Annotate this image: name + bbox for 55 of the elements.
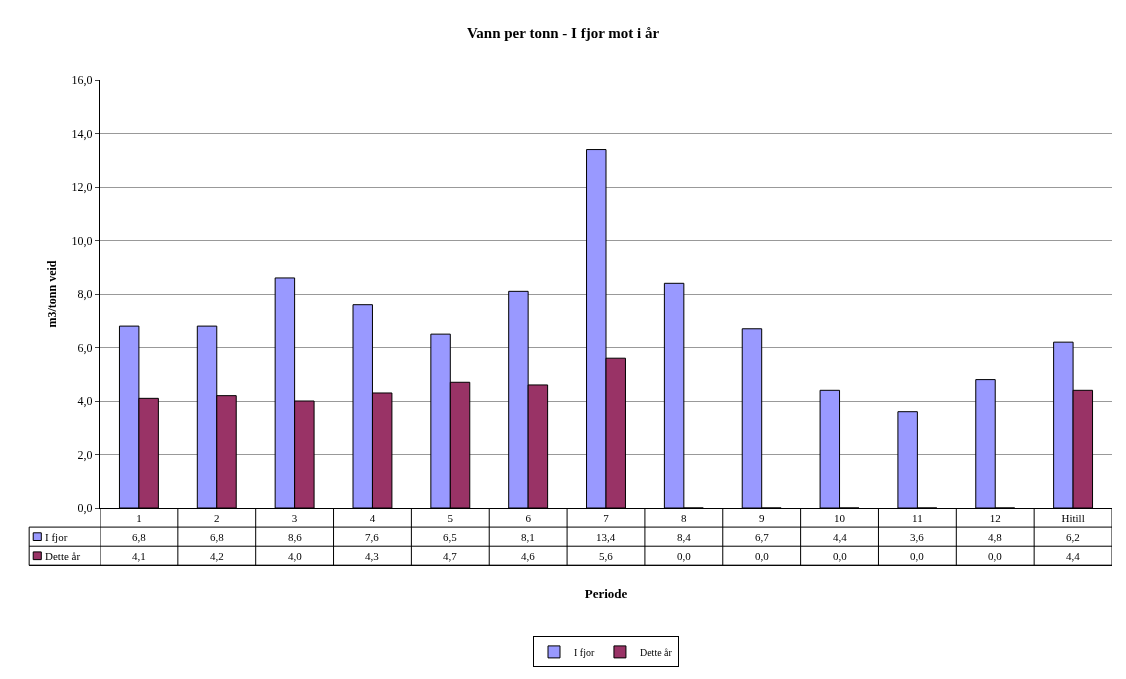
- data-label: 13,4: [596, 531, 616, 543]
- legend-label: Dette år: [45, 550, 81, 562]
- y-tick-label: 10,0: [71, 233, 93, 248]
- data-label: 4,3: [365, 550, 380, 562]
- chart-title: Vann per tonn - I fjor mot i år: [466, 24, 660, 41]
- data-label: 6,8: [132, 531, 147, 543]
- data-label: 6,5: [443, 531, 458, 543]
- y-tick-label: 8,0: [77, 287, 93, 302]
- data-label: 0,0: [677, 550, 692, 562]
- data-label: 8,4: [677, 531, 692, 543]
- x-axis-title: Periode: [584, 585, 628, 601]
- data-label: 4,2: [210, 550, 224, 562]
- data-label: 4,8: [988, 531, 1003, 543]
- text: Dette år: [639, 646, 672, 658]
- data-label: 4,7: [443, 550, 458, 562]
- x-tick-label: 4: [369, 512, 376, 525]
- data-label: 3,6: [910, 531, 925, 543]
- data-label: 8,6: [288, 531, 303, 543]
- x-tick-label: 2: [214, 512, 220, 525]
- data-label: 4,1: [132, 550, 146, 562]
- y-tick-label: 0,0: [77, 501, 93, 516]
- data-label: 0,0: [755, 550, 770, 562]
- data-label: 4,6: [521, 550, 536, 562]
- data-label: 6,2: [1066, 531, 1080, 543]
- x-tick-label: 8: [681, 512, 688, 525]
- data-label: 7,6: [365, 531, 380, 543]
- y-tick-label: 4,0: [77, 394, 93, 409]
- x-tick-label: 1: [136, 512, 142, 525]
- y-tick-label: 2,0: [77, 447, 93, 462]
- x-tick-label: 10: [834, 512, 846, 525]
- y-tick-label: 14,0: [71, 126, 93, 141]
- data-label: 0,0: [988, 550, 1003, 562]
- data-label: 5,6: [599, 550, 614, 562]
- data-label: 4,4: [833, 531, 848, 543]
- x-tick-label: 7: [603, 512, 610, 525]
- x-tick-label: 12: [989, 512, 1001, 525]
- y-tick-label: 12,0: [71, 180, 93, 195]
- data-label: 4,0: [288, 550, 303, 562]
- x-tick-label: 6: [525, 512, 532, 525]
- text: I fjor: [574, 646, 595, 658]
- data-label: 0,0: [910, 550, 925, 562]
- y-axis-title: m3/tonn veid: [44, 260, 59, 328]
- x-tick-label: 9: [758, 512, 765, 525]
- x-tick-label: Hitill: [1061, 512, 1085, 525]
- data-label: 6,8: [210, 531, 225, 543]
- data-label: 6,7: [755, 531, 770, 543]
- x-tick-label: 3: [291, 512, 298, 525]
- y-tick-label: 6,0: [77, 340, 93, 355]
- legend-label: I fjor: [45, 531, 68, 543]
- data-label: 0,0: [833, 550, 848, 562]
- x-tick-label: 11: [912, 512, 923, 525]
- y-tick-label: 16,0: [71, 73, 93, 88]
- x-tick-label: 5: [447, 512, 454, 525]
- data-label: 4,4: [1066, 550, 1081, 562]
- data-label: 8,1: [521, 531, 535, 543]
